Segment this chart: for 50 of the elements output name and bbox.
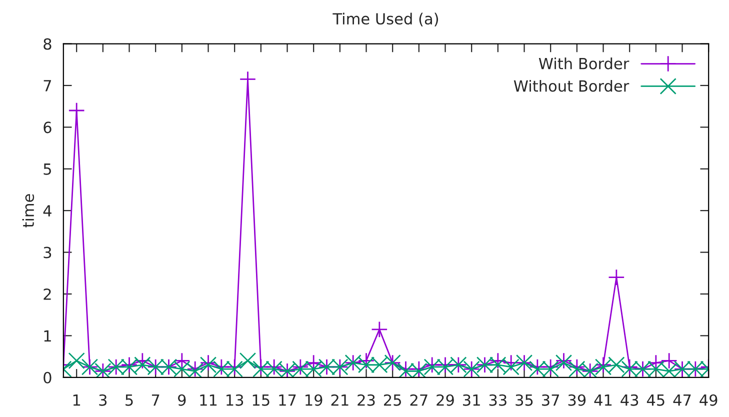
x-tick-label: 21 xyxy=(331,394,348,406)
legend-label: With Border xyxy=(538,58,630,70)
legend-label: Without Border xyxy=(514,80,630,92)
x-tick-label: 49 xyxy=(700,394,718,406)
x-tick-label: 23 xyxy=(358,394,375,406)
x-tick-label: 43 xyxy=(620,394,638,406)
point xyxy=(371,321,388,338)
point xyxy=(490,352,506,370)
y-tick-label: 0 xyxy=(44,372,52,384)
point xyxy=(305,354,322,372)
x-tick-label: 27 xyxy=(410,394,428,406)
y-tick-label: 7 xyxy=(44,80,52,92)
y-tick-label: 6 xyxy=(44,122,52,134)
y-axis-title: time xyxy=(22,194,34,228)
point xyxy=(648,354,664,372)
point xyxy=(660,352,678,370)
point xyxy=(68,102,85,119)
y-tick-label: 8 xyxy=(44,38,52,50)
y-tick-label: 4 xyxy=(43,205,52,216)
x-tick-label: 35 xyxy=(516,394,533,406)
x-tick-label: 45 xyxy=(646,394,664,406)
x-tick-label: 1 xyxy=(73,394,80,406)
x-tick-label: 9 xyxy=(178,394,186,406)
x-tick-label: 19 xyxy=(306,394,322,406)
x-tick-label: 29 xyxy=(436,394,454,406)
y-tick-label: 2 xyxy=(44,288,51,300)
point xyxy=(608,268,625,286)
x-tick-label: 41 xyxy=(594,394,612,406)
x-tick-label: 15 xyxy=(252,394,270,406)
x-tick-label: 11 xyxy=(200,394,217,406)
x-tick-label: 31 xyxy=(463,394,480,406)
x-tick-label: 13 xyxy=(226,394,244,406)
point xyxy=(68,352,85,370)
point xyxy=(358,352,375,370)
x-tick-label: 37 xyxy=(542,394,560,406)
x-tick-label: 33 xyxy=(489,394,506,406)
x-tick-label: 7 xyxy=(152,394,160,406)
x-tick-label: 39 xyxy=(568,394,586,406)
x-tick-label: 17 xyxy=(279,394,296,406)
y-tick-label: 1 xyxy=(44,330,51,342)
x-tick-label: 5 xyxy=(126,394,133,406)
x-tick-label: 25 xyxy=(384,394,401,406)
point xyxy=(502,354,520,372)
x-tick-label: 3 xyxy=(99,394,107,406)
point xyxy=(239,352,256,370)
point xyxy=(134,352,151,370)
y-tick-label: 5 xyxy=(44,164,51,175)
chart-title: Time Used (a) xyxy=(332,12,438,26)
x-tick-label: 47 xyxy=(673,394,691,406)
y-tick-label: 3 xyxy=(44,246,52,258)
